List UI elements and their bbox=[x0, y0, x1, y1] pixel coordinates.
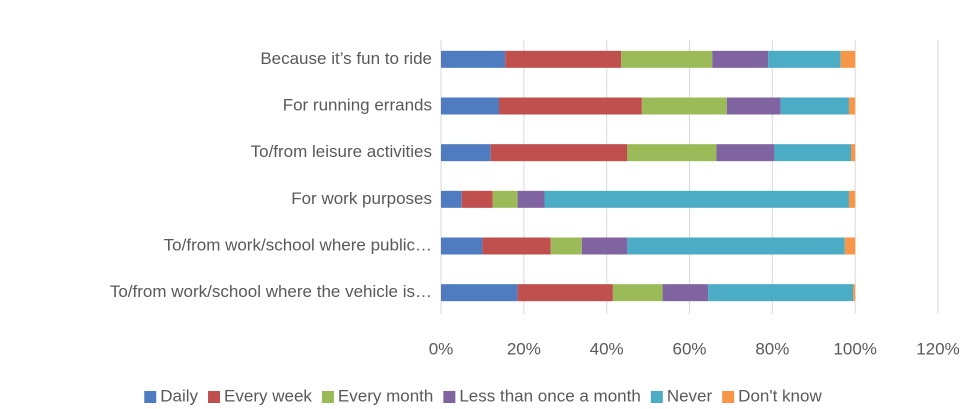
bar-segment bbox=[517, 190, 545, 208]
legend-label: Less than once a month bbox=[459, 386, 640, 405]
bar-segment bbox=[840, 50, 856, 68]
bar-segment bbox=[780, 97, 849, 115]
bar-segment bbox=[844, 237, 856, 255]
bar-segment bbox=[627, 144, 717, 162]
bar-segment bbox=[848, 97, 856, 115]
y-tick-label: For running errands bbox=[283, 95, 432, 114]
legend-label: Every week bbox=[224, 386, 312, 405]
bar-segment bbox=[851, 144, 856, 162]
bar-segment bbox=[853, 284, 856, 302]
x-tick-label: 120% bbox=[916, 339, 959, 358]
bar-segment bbox=[621, 50, 713, 68]
legend-swatch bbox=[650, 391, 663, 403]
bar-segment bbox=[612, 284, 663, 302]
bar-segment bbox=[441, 97, 499, 115]
bar-segment bbox=[726, 97, 781, 115]
bar-segment bbox=[490, 144, 628, 162]
legend-swatch bbox=[321, 391, 334, 403]
bar-segment bbox=[627, 237, 845, 255]
bar-segment bbox=[498, 97, 642, 115]
bar-segment bbox=[492, 190, 518, 208]
bar-segment bbox=[641, 97, 727, 115]
x-tick-label: 80% bbox=[755, 339, 789, 358]
y-tick-label: To/from work/school where the vehicle is… bbox=[110, 282, 432, 301]
x-tick-label: 100% bbox=[833, 339, 876, 358]
y-tick-label: Because it’s fun to ride bbox=[260, 49, 432, 68]
y-tick-label: To/from leisure activities bbox=[251, 142, 432, 161]
legend-label: Every month bbox=[338, 386, 433, 405]
bar-segment bbox=[441, 284, 518, 302]
legend-swatch bbox=[208, 391, 221, 403]
bar-segment bbox=[517, 284, 613, 302]
bar-segment bbox=[441, 237, 483, 255]
bar-segment bbox=[505, 50, 622, 68]
y-tick-label: To/from work/school where public… bbox=[164, 235, 432, 254]
bar-segment bbox=[544, 190, 849, 208]
bar-segment bbox=[550, 237, 582, 255]
bar-segment bbox=[441, 50, 506, 68]
x-tick-label: 40% bbox=[590, 339, 624, 358]
x-tick-label: 20% bbox=[507, 339, 541, 358]
legend-swatch bbox=[722, 391, 735, 403]
bar-segment bbox=[708, 284, 854, 302]
bar-segment bbox=[662, 284, 709, 302]
legend-label: Never bbox=[667, 386, 713, 405]
x-tick-label: 60% bbox=[672, 339, 706, 358]
bar-segment bbox=[848, 190, 856, 208]
bar-segment bbox=[712, 50, 769, 68]
legend-swatch bbox=[144, 391, 157, 403]
bar-segment bbox=[768, 50, 841, 68]
bar-segment bbox=[581, 237, 628, 255]
y-tick-label: For work purposes bbox=[291, 189, 432, 208]
legend-label: Daily bbox=[160, 386, 198, 405]
legend-swatch bbox=[443, 391, 456, 403]
x-tick-label: 0% bbox=[429, 339, 454, 358]
bar-segment bbox=[716, 144, 775, 162]
bar-segment bbox=[461, 190, 493, 208]
bar-segment bbox=[441, 144, 491, 162]
bar-segment bbox=[482, 237, 551, 255]
legend-label: Don't know bbox=[738, 386, 822, 405]
bar-segment bbox=[441, 190, 462, 208]
bar-segment bbox=[774, 144, 852, 162]
